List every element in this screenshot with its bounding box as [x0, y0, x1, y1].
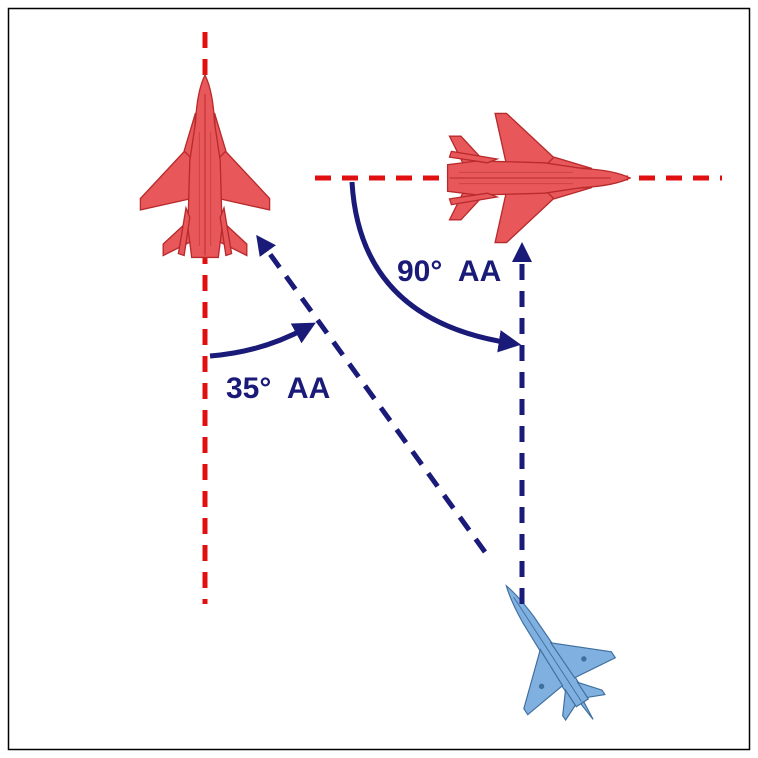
aspect-angle-arc-35: [209, 322, 316, 359]
aspect-angle-arc-90: [349, 181, 522, 353]
friendly-interceptor: [461, 556, 638, 749]
hostile-fighter-north: [139, 74, 271, 259]
hostile-fighter-east: [446, 112, 631, 244]
label-aa-90: 90° AA: [397, 255, 501, 288]
frame-border: [7, 7, 751, 751]
label-aa-35: 35° AA: [226, 372, 330, 405]
line-of-sight-to-north-fighter: [256, 234, 488, 554]
